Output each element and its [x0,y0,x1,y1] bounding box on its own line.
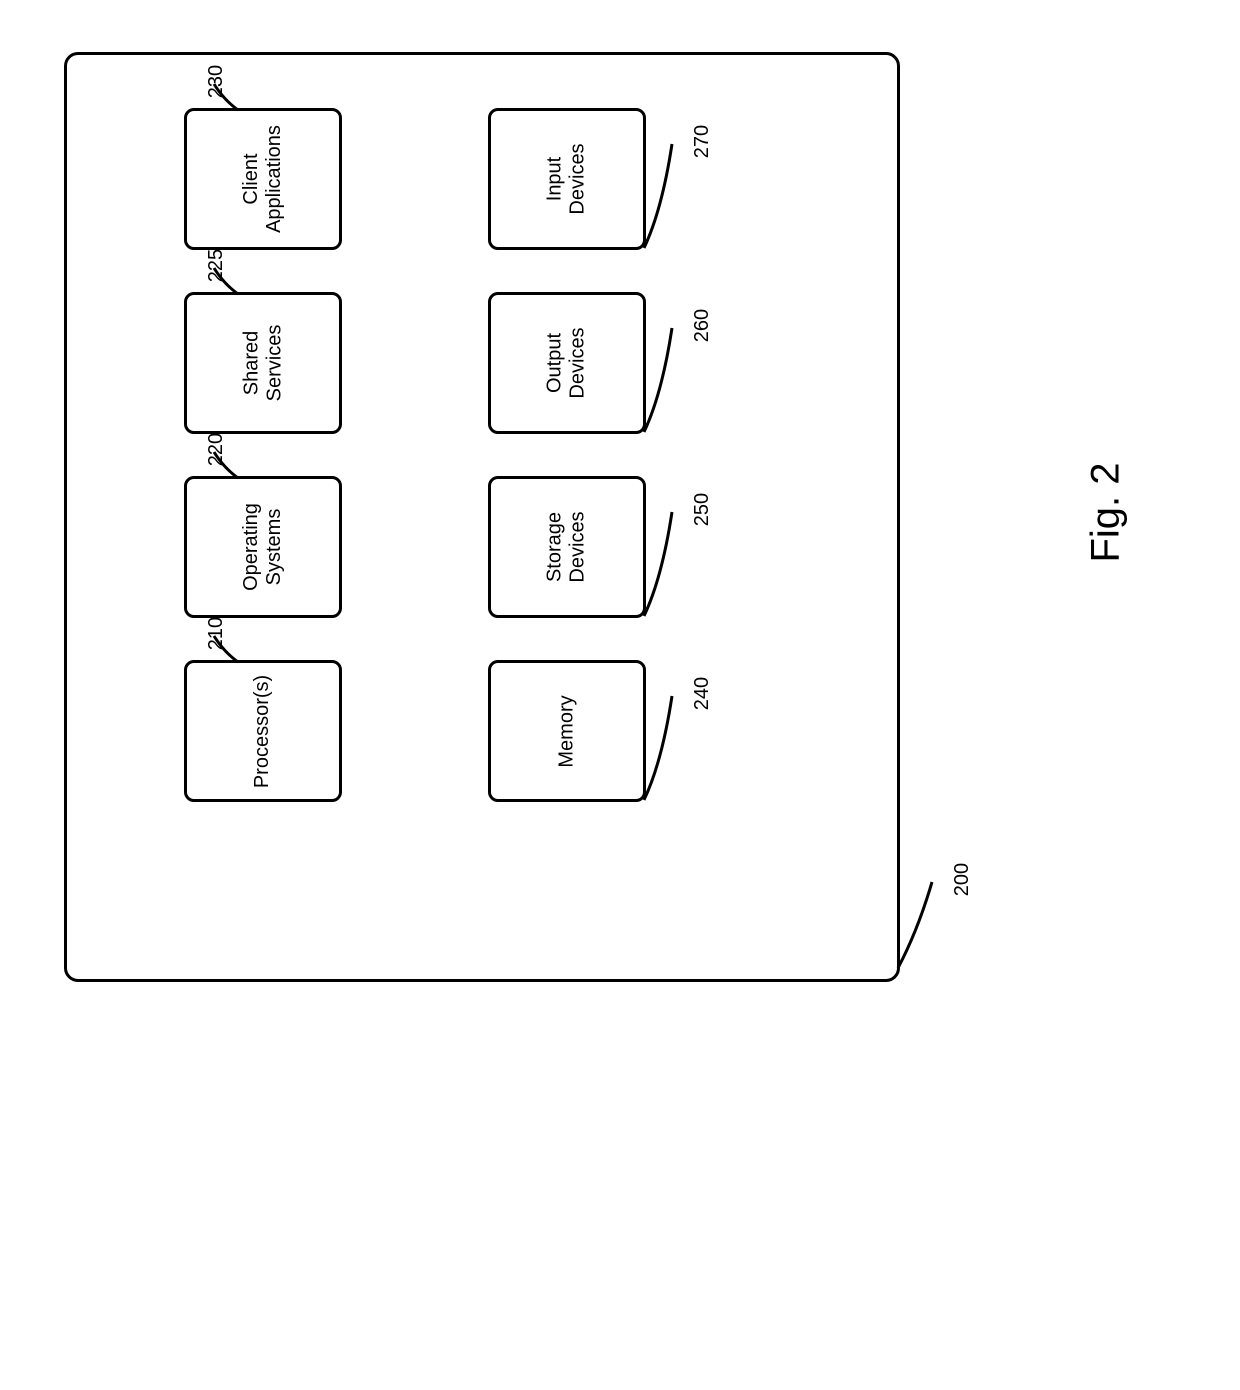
leader-line-output-devices [640,324,676,436]
ref-label-memory: 240 [691,677,714,710]
diagram-canvas: Fig. 2 200 Client Applications230Shared … [0,0,1240,1390]
leader-line-client-applications [210,80,242,114]
ref-label-input-devices: 270 [691,125,714,158]
leader-line-input-devices [640,140,676,252]
component-box-memory: Memory [488,660,646,802]
leader-line-shared-services [210,264,242,298]
leader-line-operating-systems [210,448,242,482]
component-box-client-applications: Client Applications [184,108,342,250]
component-label: Output Devices [544,327,590,398]
component-box-output-devices: Output Devices [488,292,646,434]
component-label: Shared Services [240,325,286,402]
leader-line-processors [210,632,242,666]
component-box-shared-services: Shared Services [184,292,342,434]
component-box-input-devices: Input Devices [488,108,646,250]
component-label: Memory [555,695,578,767]
component-label: Client Applications [240,125,286,233]
component-label: Processor(s) [251,674,274,787]
ref-label-storage-devices: 250 [691,493,714,526]
component-label: Input Devices [544,143,590,214]
component-box-operating-systems: Operating Systems [184,476,342,618]
component-box-processors: Processor(s) [184,660,342,802]
component-label: Operating Systems [240,503,286,591]
leader-line-outer [894,878,936,972]
component-box-storage-devices: Storage Devices [488,476,646,618]
ref-label-output-devices: 260 [691,309,714,342]
ref-label-outer: 200 [951,863,974,896]
leader-line-memory [640,692,676,804]
component-label: Storage Devices [544,511,590,582]
figure-label: Fig. 2 [1084,462,1129,562]
leader-line-storage-devices [640,508,676,620]
